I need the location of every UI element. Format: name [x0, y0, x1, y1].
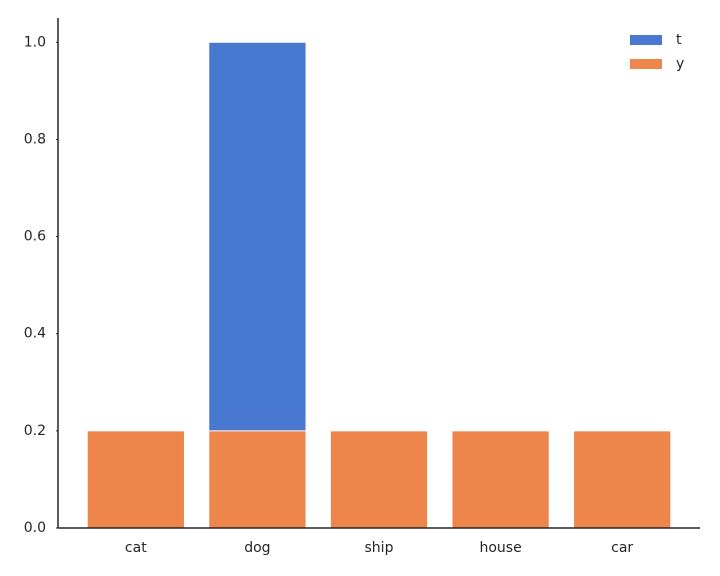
legend-label: t: [676, 32, 682, 48]
bar: [573, 430, 672, 529]
x-tick-label: ship: [365, 540, 394, 556]
bar: [329, 430, 429, 529]
bar: [451, 430, 550, 529]
legend-swatch: [630, 59, 662, 69]
legend-label: y: [676, 56, 684, 72]
y-tick-label: 0.2: [24, 423, 46, 439]
y-tick-label: 0.4: [24, 326, 46, 342]
bar: [86, 430, 185, 529]
bar: [208, 430, 307, 529]
y-tick-label: 0.8: [24, 131, 46, 147]
x-tick-label: dog: [244, 540, 270, 556]
x-tick-label: car: [611, 540, 633, 556]
y-tick-label: 0.6: [24, 229, 46, 245]
x-tick-label: cat: [125, 540, 147, 556]
legend-swatch: [630, 35, 662, 45]
y-tick-label: 1.0: [24, 34, 46, 50]
x-tick-label: house: [479, 540, 521, 556]
y-tick-label: 0.0: [24, 520, 46, 536]
